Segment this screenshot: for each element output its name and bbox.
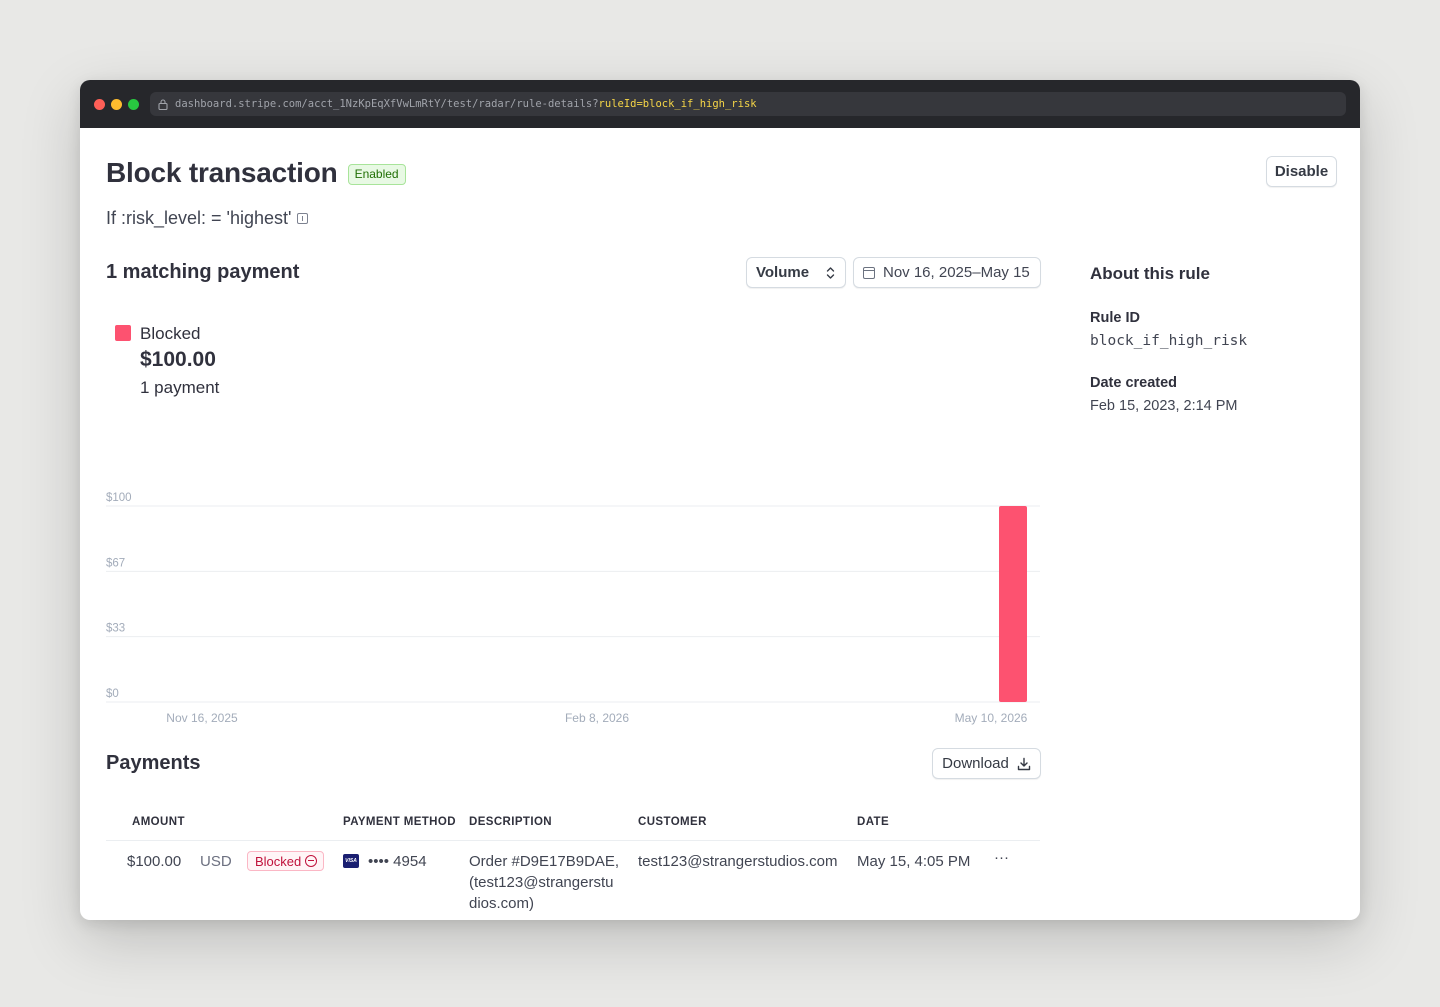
- column-header-description[interactable]: DESCRIPTION: [469, 816, 552, 828]
- payment-description: Order #D9E17B9DAE, (test123@strangerstu …: [469, 852, 619, 914]
- status-badge: Enabled: [347, 163, 406, 185]
- address-bar[interactable]: dashboard.stripe.com/acct_1NzKpEqXfVwLmR…: [150, 92, 1346, 116]
- description-line-3: dios.com): [469, 895, 535, 912]
- column-header-amount[interactable]: AMOUNT: [132, 816, 185, 828]
- metric-select[interactable]: Volume: [746, 257, 846, 288]
- blocked-status-label: Blocked: [255, 853, 302, 869]
- date-range-label: Nov 16, 2025–May 15: [883, 264, 1030, 281]
- browser-titlebar: dashboard.stripe.com/acct_1NzKpEqXfVwLmR…: [80, 80, 1360, 128]
- about-rule-title: About this rule: [1090, 264, 1210, 283]
- y-tick-label: $67: [106, 557, 125, 569]
- payment-customer[interactable]: test123@strangerstudios.com: [638, 853, 838, 870]
- visa-card-icon: VISA: [343, 854, 359, 868]
- payment-currency: USD: [200, 853, 232, 870]
- column-header-customer[interactable]: CUSTOMER: [638, 816, 707, 828]
- x-tick-label: Nov 16, 2025: [166, 711, 238, 725]
- column-header-payment-method[interactable]: PAYMENT METHOD: [343, 816, 456, 828]
- x-tick-label: May 10, 2026: [955, 711, 1028, 725]
- payments-title: Payments: [106, 752, 201, 774]
- y-tick-label: $100: [106, 492, 132, 504]
- download-button[interactable]: Download: [932, 748, 1041, 779]
- rule-condition: If :risk_level: = 'highest': [106, 208, 309, 229]
- chevron-up-down-icon: [826, 267, 835, 279]
- legend-label: Blocked: [140, 324, 201, 343]
- legend-amount: $100.00: [140, 348, 216, 371]
- metric-select-label: Volume: [756, 264, 810, 281]
- blocked-status-badge: Blocked: [247, 851, 325, 871]
- url-text: dashboard.stripe.com/acct_1NzKpEqXfVwLmR…: [175, 98, 599, 110]
- legend-count: 1 payment: [140, 378, 220, 397]
- legend-swatch-blocked: [115, 325, 131, 341]
- payment-date: May 15, 4:05 PM: [857, 853, 971, 870]
- minimize-window-button[interactable]: [111, 99, 122, 110]
- page-title: Block transaction: [106, 157, 338, 188]
- url-query-highlight: ruleId=block_if_high_risk: [598, 98, 757, 110]
- description-line-1: Order #D9E17B9DAE,: [469, 853, 620, 870]
- browser-window: dashboard.stripe.com/acct_1NzKpEqXfVwLmR…: [80, 80, 1360, 920]
- calendar-icon: [863, 266, 875, 279]
- rule-condition-text: If :risk_level: = 'highest': [106, 208, 292, 228]
- download-icon: [1017, 757, 1031, 770]
- date-range-picker[interactable]: Nov 16, 2025–May 15: [853, 257, 1041, 288]
- date-created-value: Feb 15, 2023, 2:14 PM: [1090, 398, 1238, 414]
- matching-payments-title: 1 matching payment: [106, 261, 300, 283]
- date-created-label: Date created: [1090, 375, 1178, 391]
- x-tick-label: Feb 8, 2026: [565, 711, 629, 725]
- more-actions-button[interactable]: ···: [994, 849, 1009, 866]
- y-tick-label: $0: [106, 688, 119, 700]
- card-last4: •••• 4954: [368, 853, 427, 870]
- info-icon[interactable]: [297, 213, 309, 224]
- download-label: Download: [942, 755, 1009, 772]
- y-tick-label: $33: [106, 623, 125, 635]
- page-content: Block transaction Enabled Disable If :ri…: [80, 128, 1360, 920]
- blocked-icon: [305, 855, 318, 867]
- disable-button[interactable]: Disable: [1266, 156, 1337, 187]
- description-line-2: (test123@strangerstu: [469, 874, 614, 891]
- title-row: Block transaction Enabled: [106, 157, 406, 189]
- chart-bar[interactable]: [999, 506, 1027, 702]
- payment-amount: $100.00: [127, 853, 182, 870]
- table-header: AMOUNT PAYMENT METHOD DESCRIPTION CUSTOM…: [106, 802, 1040, 841]
- rule-id-value: block_if_high_risk: [1090, 333, 1248, 349]
- column-header-date[interactable]: DATE: [857, 816, 890, 828]
- maximize-window-button[interactable]: [128, 99, 139, 110]
- close-window-button[interactable]: [94, 99, 105, 110]
- lock-icon: [158, 98, 168, 110]
- rule-id-label: Rule ID: [1090, 310, 1140, 326]
- volume-chart: $0 $33 $67 $100 Nov 16, 2025 Feb 8, 2026 May 1…: [106, 492, 1040, 725]
- table-row[interactable]: $100.00 USD Blocked VISA •••• 4954 Order…: [106, 841, 1040, 920]
- payments-table: AMOUNT PAYMENT METHOD DESCRIPTION CUSTOM…: [106, 802, 1040, 920]
